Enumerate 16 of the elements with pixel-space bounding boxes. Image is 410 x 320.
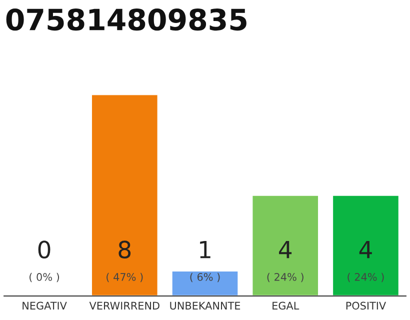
x-tick-label: NEGATIV: [22, 302, 67, 310]
annotation: ( 24% ): [348, 272, 384, 282]
data-label: 4: [359, 240, 372, 258]
x-tick-label: POSITIV: [346, 302, 386, 310]
annotation: ( 0% ): [30, 272, 60, 282]
x-tick-label: UNBEKANNTE: [170, 302, 240, 310]
data-label: 1: [200, 240, 210, 258]
data-label: 4: [279, 240, 292, 258]
data-label: 8: [118, 240, 131, 258]
annotation: ( 24% ): [267, 272, 304, 282]
annotation: ( 6% ): [190, 272, 220, 282]
chart-title: 075814809835: [6, 8, 246, 31]
x-tick-label: VERWIRREND: [89, 302, 160, 310]
data-label: 0: [38, 240, 50, 258]
annotation: ( 47% ): [106, 272, 143, 282]
x-tick-label: EGAL: [272, 302, 300, 310]
